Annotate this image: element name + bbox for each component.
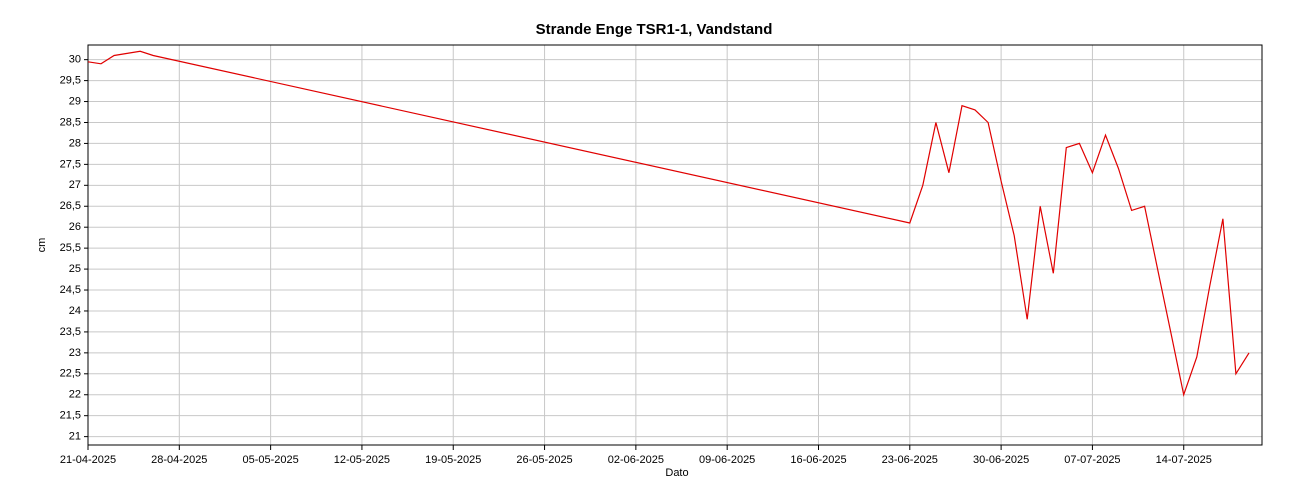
- x-tick-label: 05-05-2025: [242, 454, 298, 466]
- y-tick-label: 23,5: [60, 326, 81, 338]
- x-axis-label: Dato: [665, 467, 688, 479]
- x-tick-label: 28-04-2025: [151, 454, 207, 466]
- y-tick-label: 27: [69, 179, 81, 191]
- y-axis-label: cm: [36, 238, 48, 253]
- y-tick-label: 28,5: [60, 116, 81, 128]
- y-tick-label: 26: [69, 221, 81, 233]
- x-tick-label: 14-07-2025: [1156, 454, 1212, 466]
- x-tick-label: 12-05-2025: [334, 454, 390, 466]
- y-tick-label: 22,5: [60, 368, 81, 380]
- x-tick-label: 23-06-2025: [882, 454, 938, 466]
- y-tick-label: 21: [69, 431, 81, 443]
- y-tick-label: 29: [69, 95, 81, 107]
- plot-frame: [87, 44, 1263, 446]
- data-line: [87, 50, 1250, 397]
- y-tick-label: 27,5: [60, 158, 81, 170]
- chart-title: Strande Enge TSR1-1, Vandstand: [536, 21, 773, 38]
- y-tick-label: 24,5: [60, 284, 81, 296]
- y-tick-label: 23: [69, 347, 81, 359]
- y-tick-label: 25: [69, 263, 81, 275]
- y-tick-label: 26,5: [60, 200, 81, 212]
- y-tick-label: 21,5: [60, 410, 81, 422]
- y-tick-label: 29,5: [60, 75, 81, 87]
- x-tick-label: 09-06-2025: [699, 454, 755, 466]
- y-tick-label: 28: [69, 137, 81, 149]
- x-tick-label: 26-05-2025: [516, 454, 572, 466]
- x-tick-label: 19-05-2025: [425, 454, 481, 466]
- y-tick-label: 24: [69, 305, 81, 317]
- x-tick-label: 07-07-2025: [1064, 454, 1120, 466]
- x-tick-label: 02-06-2025: [608, 454, 664, 466]
- y-tick-label: 22: [69, 389, 81, 401]
- y-tick-label: 25,5: [60, 242, 81, 254]
- x-tick-label: 16-06-2025: [790, 454, 846, 466]
- x-tick-label: 30-06-2025: [973, 454, 1029, 466]
- y-tick-label: 30: [69, 54, 81, 66]
- x-tick-label: 21-04-2025: [60, 454, 116, 466]
